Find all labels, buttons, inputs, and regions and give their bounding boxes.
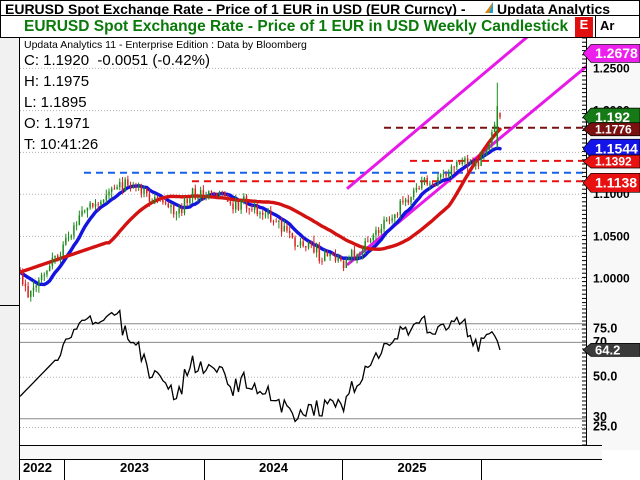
svg-text:1.1138: 1.1138: [595, 175, 637, 191]
svg-text:64.2: 64.2: [595, 343, 620, 358]
svg-text:1.2678: 1.2678: [595, 45, 638, 61]
svg-text:1.1776: 1.1776: [595, 122, 632, 136]
svg-text:1.1392: 1.1392: [595, 155, 632, 169]
